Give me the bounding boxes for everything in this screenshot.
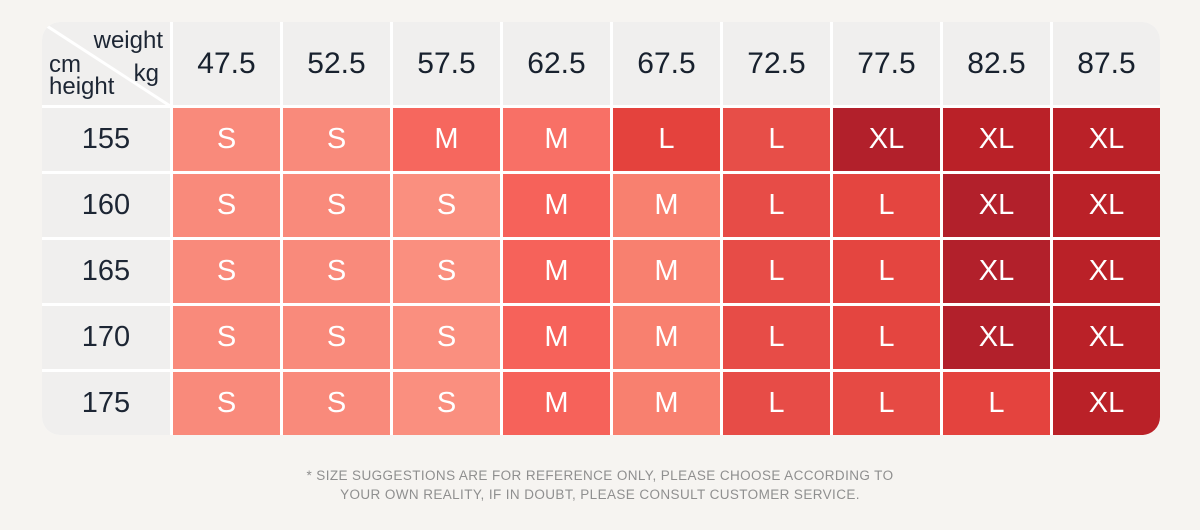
size-cell: L	[723, 306, 830, 369]
size-cell: S	[283, 372, 390, 435]
size-table: weight kg cm height 47.5 52.5 57.5 62.5 67.5…	[42, 22, 1160, 435]
size-cell: L	[723, 174, 830, 237]
size-cell: S	[393, 240, 500, 303]
size-cell: XL	[943, 306, 1050, 369]
size-cell: XL	[943, 174, 1050, 237]
size-cell: M	[393, 108, 500, 171]
size-cell: XL	[1053, 174, 1160, 237]
weight-header-cell: 67.5	[613, 22, 720, 105]
weight-header-cell: 87.5	[1053, 22, 1160, 105]
size-cell: XL	[1053, 108, 1160, 171]
size-cell: M	[503, 174, 610, 237]
size-cell: S	[173, 306, 280, 369]
corner-header-cell: weight kg cm height	[42, 22, 170, 105]
weight-header-cell: 77.5	[833, 22, 940, 105]
footnote-line2: YOUR OWN REALITY, IF IN DOUBT, PLEASE CO…	[340, 487, 860, 502]
size-cell: L	[723, 108, 830, 171]
corner-label-weight: weight	[93, 27, 163, 54]
size-cell: S	[283, 174, 390, 237]
size-cell: S	[283, 240, 390, 303]
size-cell: S	[283, 306, 390, 369]
size-cell: M	[613, 372, 720, 435]
size-cell: M	[503, 372, 610, 435]
weight-header-cell: 82.5	[943, 22, 1050, 105]
size-cell: M	[503, 108, 610, 171]
size-cell: S	[173, 240, 280, 303]
weight-header-cell: 52.5	[283, 22, 390, 105]
size-cell: L	[723, 240, 830, 303]
size-cell: S	[283, 108, 390, 171]
size-cell: S	[393, 306, 500, 369]
size-cell: L	[833, 174, 940, 237]
size-cell: M	[613, 240, 720, 303]
size-cell: M	[503, 240, 610, 303]
corner-label-height: height	[49, 73, 115, 100]
height-header-cell: 175	[42, 372, 170, 435]
size-cell: XL	[1053, 306, 1160, 369]
height-header-cell: 165	[42, 240, 170, 303]
corner-label-kg: kg	[133, 60, 159, 87]
size-cell: XL	[943, 108, 1050, 171]
size-cell: M	[613, 306, 720, 369]
size-cell: XL	[943, 240, 1050, 303]
size-cell: L	[833, 372, 940, 435]
size-cell: L	[613, 108, 720, 171]
footnote-line1: * SIZE SUGGESTIONS ARE FOR REFERENCE ONL…	[306, 468, 894, 483]
size-cell: L	[833, 240, 940, 303]
height-header-cell: 160	[42, 174, 170, 237]
size-cell: XL	[833, 108, 940, 171]
size-cell: L	[943, 372, 1050, 435]
size-cell: L	[833, 306, 940, 369]
footnote: * SIZE SUGGESTIONS ARE FOR REFERENCE ONL…	[0, 466, 1200, 504]
corner-label-cm: cm	[49, 51, 81, 78]
size-cell: S	[393, 174, 500, 237]
size-cell: S	[173, 372, 280, 435]
size-cell: M	[503, 306, 610, 369]
size-cell: XL	[1053, 240, 1160, 303]
weight-header-cell: 62.5	[503, 22, 610, 105]
size-cell: S	[173, 174, 280, 237]
size-cell: M	[613, 174, 720, 237]
size-cell: S	[173, 108, 280, 171]
size-cell: XL	[1053, 372, 1160, 435]
weight-header-cell: 47.5	[173, 22, 280, 105]
size-cell: L	[723, 372, 830, 435]
height-header-cell: 170	[42, 306, 170, 369]
weight-header-cell: 57.5	[393, 22, 500, 105]
size-cell: S	[393, 372, 500, 435]
height-header-cell: 155	[42, 108, 170, 171]
weight-header-cell: 72.5	[723, 22, 830, 105]
